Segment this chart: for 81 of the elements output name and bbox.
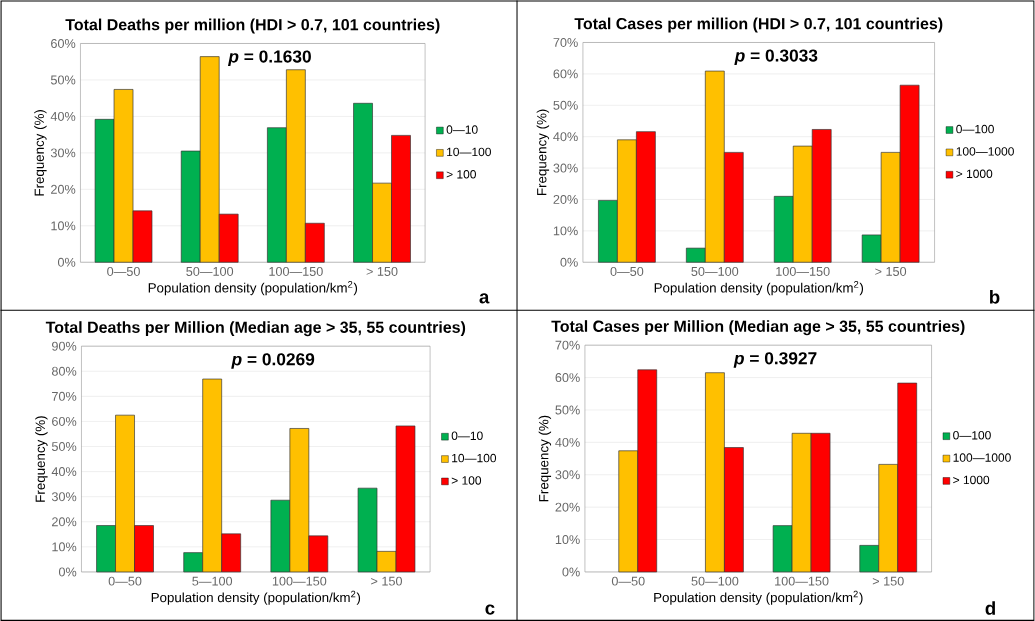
y-tick-label: 10% bbox=[52, 542, 77, 552]
legend-label: > 1000 bbox=[953, 475, 990, 485]
y-tick-label: 30% bbox=[50, 148, 76, 158]
y-tick-label: 60% bbox=[51, 38, 76, 48]
x-tick-label: 0—50 bbox=[611, 576, 645, 586]
x-tick-label: 100—150 bbox=[269, 266, 323, 276]
annotation: p = 0.1630 bbox=[228, 50, 311, 66]
y-axis-title: Frequency (%) bbox=[34, 109, 47, 196]
y-tick-label: 0% bbox=[562, 567, 580, 577]
annotation: p = 0.3927 bbox=[733, 351, 817, 368]
y-tick-label: 20% bbox=[555, 502, 580, 512]
y-tick-label: 50% bbox=[553, 100, 578, 110]
x-tick-label: 100—150 bbox=[776, 266, 830, 276]
y-tick-label: 10% bbox=[553, 226, 578, 236]
y-tick-label: 30% bbox=[51, 492, 77, 501]
x-tick-label: 5—100 bbox=[192, 576, 233, 586]
x-tick-label: 0—50 bbox=[107, 266, 140, 276]
y-tick-label: 30% bbox=[553, 163, 578, 173]
chart-title: Total Cases per Million (Median age > 35, 55 countries) bbox=[551, 319, 965, 335]
x-tick-label: 50—100 bbox=[691, 266, 739, 276]
legend-label: 0—10 bbox=[446, 125, 478, 134]
y-tick-label: 80% bbox=[51, 366, 77, 376]
annotation: p = 0.3033 bbox=[734, 49, 818, 65]
legend-label: 100—1000 bbox=[956, 146, 1014, 156]
y-tick-label: 40% bbox=[555, 437, 580, 447]
y-tick-label: 60% bbox=[52, 416, 77, 426]
legend-label: 100—1000 bbox=[953, 453, 1011, 462]
legend-label: 10—100 bbox=[452, 453, 497, 463]
x-tick-label: > 150 bbox=[371, 576, 403, 586]
legend-label: > 100 bbox=[451, 476, 482, 485]
y-axis-title: Frequency (%) bbox=[35, 416, 48, 502]
y-tick-label: 40% bbox=[553, 132, 578, 141]
y-axis-title: Frequency (%) bbox=[538, 415, 552, 501]
x-tick-label: 50—100 bbox=[186, 266, 234, 276]
y-tick-label: 10% bbox=[51, 221, 76, 231]
y-tick-label: 60% bbox=[555, 372, 580, 382]
legend-label: > 1000 bbox=[956, 169, 993, 178]
y-axis-title: Frequency (%) bbox=[536, 109, 550, 195]
y-tick-label: 70% bbox=[52, 391, 77, 401]
y-tick-label: 0% bbox=[560, 257, 578, 267]
legend-label: 0—10 bbox=[451, 431, 483, 440]
text: d bbox=[985, 600, 995, 615]
x-axis-title: Population density (population/km$^{2}$) bbox=[654, 280, 864, 295]
y-tick-label: 60% bbox=[553, 69, 578, 79]
y-tick-label: 40% bbox=[50, 111, 76, 121]
legend-label: 0—100 bbox=[956, 124, 994, 134]
chart-title: Total Cases per million (HDI > 0.7, 101 countries) bbox=[574, 17, 943, 33]
y-tick-label: 50% bbox=[50, 75, 76, 85]
legend-label: > 100 bbox=[446, 169, 476, 179]
x-tick-label: 50—100 bbox=[691, 576, 739, 586]
x-axis-title: Population density (population/km$^{2}$) bbox=[654, 590, 863, 605]
y-tick-label: 20% bbox=[51, 184, 76, 194]
y-tick-label: 0% bbox=[57, 257, 76, 267]
x-tick-label: 100—150 bbox=[272, 576, 327, 586]
legend-label: 0—100 bbox=[953, 430, 991, 440]
y-tick-label: 50% bbox=[555, 405, 580, 415]
text: a bbox=[479, 293, 490, 304]
y-tick-label: 40% bbox=[51, 466, 77, 476]
x-tick-label: > 150 bbox=[875, 266, 907, 276]
y-tick-label: 90% bbox=[52, 341, 77, 351]
x-axis-title: Population density (population/km$^{2}$) bbox=[148, 280, 358, 295]
chart-title: Total Deaths per million (HDI > 0.7, 101 countries) bbox=[65, 18, 440, 34]
text: c bbox=[485, 604, 495, 615]
chart-title: Total Deaths per Million (Median age > 35, 55 countries) bbox=[45, 320, 466, 336]
annotation: p = 0.0269 bbox=[231, 352, 315, 369]
y-tick-label: 20% bbox=[553, 194, 578, 204]
x-tick-label: 0—50 bbox=[108, 576, 142, 586]
legend-label: 10—100 bbox=[447, 147, 491, 156]
y-tick-label: 0% bbox=[58, 567, 77, 577]
y-tick-label: 10% bbox=[555, 534, 580, 544]
y-tick-label: 70% bbox=[555, 340, 580, 350]
x-axis-title: Population density (population/km$^{2}$) bbox=[151, 590, 361, 605]
y-tick-label: 20% bbox=[52, 517, 77, 527]
x-tick-label: > 150 bbox=[872, 576, 904, 586]
x-tick-label: > 150 bbox=[366, 266, 398, 276]
y-tick-label: 70% bbox=[553, 37, 578, 47]
y-tick-label: 30% bbox=[555, 470, 580, 480]
x-tick-label: 100—150 bbox=[775, 576, 829, 586]
y-tick-label: 50% bbox=[51, 441, 77, 451]
x-tick-label: 0—50 bbox=[610, 266, 644, 276]
text: b bbox=[990, 289, 1000, 304]
